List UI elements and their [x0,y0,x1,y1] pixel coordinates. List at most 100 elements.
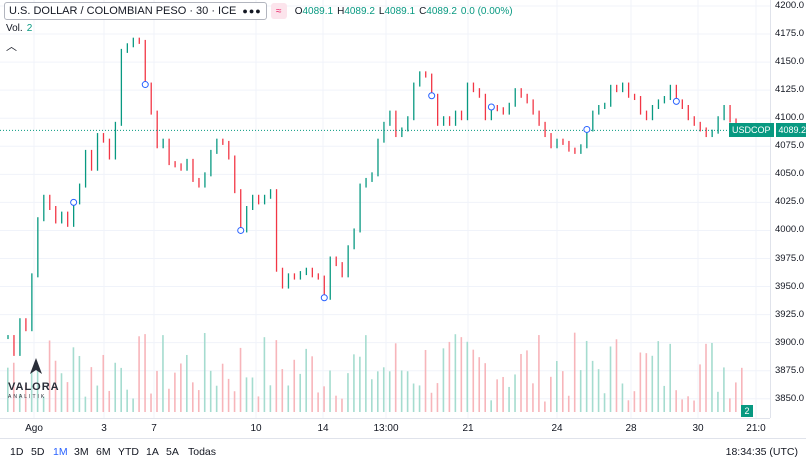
volume-bar [341,398,343,412]
symbol-selector[interactable]: U.S. DOLLAR / COLOMBIAN PESO · 30 · ICE … [4,2,267,20]
volume-bar [174,372,176,412]
volume-bar [317,392,319,412]
volume-bar [651,355,654,412]
volume-bar [645,353,648,412]
range-button-5a[interactable]: 5A [166,446,179,458]
volume-bar [621,383,624,412]
volume-bar [406,371,409,412]
volume-bar [430,392,433,412]
volume-bar [221,363,224,412]
event-marker[interactable] [428,92,436,100]
time-tick-label: 13:00 [373,423,399,434]
time-axis[interactable]: Ago 3 7 10 14 13:00 21 24 28 30 21:0 [0,418,770,439]
volume-bar [186,354,188,412]
volume-bar [281,369,284,412]
price-tick-label: 4075.0 [775,140,805,152]
range-button-ytd[interactable]: YTD [118,446,139,458]
volume-bar [567,395,570,412]
volume-bar [233,391,236,412]
time-tick-label: 14 [317,423,329,434]
volume-bar [197,390,200,412]
price-axis[interactable]: 4200.0 4175.0 4150.0 4125.0 4100.0 4075.0 4050… [770,0,806,418]
event-marker[interactable] [672,97,680,105]
volume-bar [191,382,194,412]
volume-bar [478,357,481,412]
volume-bar [579,370,582,412]
range-button-6m[interactable]: 6M [96,446,111,458]
volume-bar [359,356,361,412]
logo-brand: VALORA [8,381,60,393]
utc-clock[interactable]: 18:34:35 (UTC) [725,446,798,458]
price-tick-label: 4175.0 [775,28,805,40]
price-tag-symbol: USDCOP [729,123,774,137]
symbol-title: U.S. DOLLAR / COLOMBIAN PESO · 30 · ICE [9,5,237,17]
more-dots-icon[interactable]: ●●● [242,6,262,16]
price-tick-label: 3975.0 [775,252,805,264]
price-chart[interactable] [0,0,770,418]
range-button-1a[interactable]: 1A [146,446,159,458]
range-button-1m[interactable]: 1M [53,446,68,458]
volume-bar [329,370,331,412]
volume-bar [657,341,660,412]
approx-icon[interactable]: ≈ [270,3,287,19]
event-marker[interactable] [237,226,245,234]
logo-mark-icon [30,358,42,374]
volume-bar [144,334,146,412]
chevron-up-icon[interactable]: ︿ [6,41,17,53]
volume-bar [24,384,27,412]
time-tick-label: 10 [250,423,262,434]
volume-bar [639,352,642,412]
volume-bar [203,333,206,412]
volume-bar [7,367,9,412]
volume-bar [42,396,45,412]
range-button-todas[interactable]: Todas [188,446,217,458]
volume-bar [723,367,725,412]
volume-bar [275,340,278,412]
chart-legend: U.S. DOLLAR / COLOMBIAN PESO · 30 · ICE … [0,0,513,20]
range-button-3m[interactable]: 3M [74,446,89,458]
price-tick-label: 3925.0 [775,308,805,320]
event-marker[interactable] [70,198,78,206]
volume-bar [269,385,272,412]
volume-bar [114,362,117,412]
volume-bar [669,343,671,412]
volume-bar [717,391,719,412]
volume-bar [538,335,540,412]
price-tick-label: 4200.0 [775,0,805,11]
change-value: 0.0 (0.00%) [460,5,513,17]
volume-bar [239,347,242,412]
volume-bar [156,370,158,412]
volume-bar [388,371,391,412]
volume-bar [371,379,373,412]
volume-bar [400,370,403,412]
volume-bar [299,373,302,412]
event-marker[interactable] [141,81,149,89]
price-tick-label: 4150.0 [775,56,805,68]
volume-bar [550,376,552,412]
price-tick-label: 3850.0 [775,392,805,404]
volume-bar [12,362,15,412]
volume-bar [18,393,21,412]
volume-bar [520,353,522,412]
volume-bar [48,340,51,412]
event-marker[interactable] [487,103,495,111]
event-marker[interactable] [583,125,591,133]
volume-bar [502,376,504,412]
range-button-5d[interactable]: 5D [31,446,45,458]
volume-bar [561,371,564,412]
volume-bar [287,385,290,412]
volume-bar [573,332,576,412]
price-tick-label: 4100.0 [775,112,805,124]
range-button-1d[interactable]: 1D [10,446,24,458]
volume-bar [305,348,307,412]
volume-bar [162,335,164,412]
volume-bar [323,386,325,412]
volume-bar [460,337,463,412]
chart-area[interactable] [0,0,770,418]
volume-bar [663,385,666,412]
time-tick-label: 3 [101,423,107,434]
event-marker[interactable] [320,294,328,302]
price-tick-label: 3900.0 [775,336,805,348]
volume-bar [168,388,170,412]
volume-bar [633,391,636,412]
